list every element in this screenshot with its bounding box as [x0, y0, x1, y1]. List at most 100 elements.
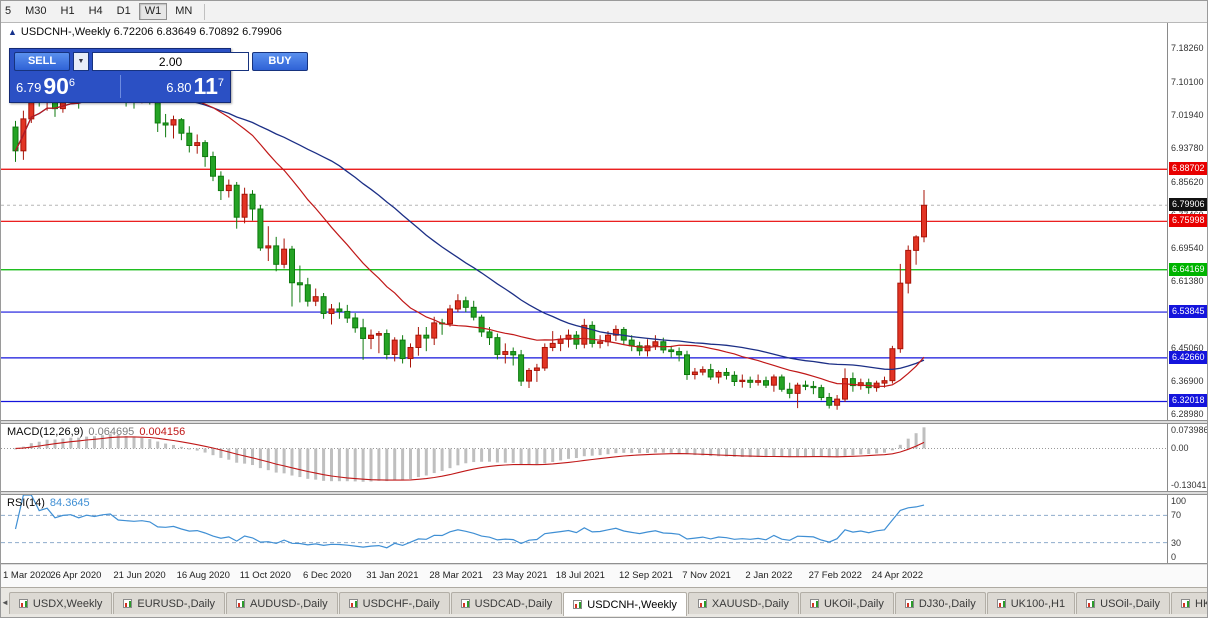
date-label: 7 Nov 2021: [682, 570, 731, 581]
macd-pane[interactable]: MACD(12,26,9) 0.064695 0.004156: [1, 424, 1167, 491]
axis-tick: 7.10100: [1171, 76, 1204, 87]
chart-tab-ukoil[interactable]: UKOil-,Daily: [799, 592, 894, 614]
tab-label: EURUSD-,Daily: [137, 597, 216, 610]
chart-tab-xauusd[interactable]: XAUUSD-,Daily: [687, 592, 799, 614]
tab-label: AUDUSD-,Daily: [250, 597, 328, 610]
chart-icon: [697, 599, 707, 608]
main-chart-pane[interactable]: ▲ USDCNH-,Weekly 6.72206 6.83649 6.70892 …: [1, 23, 1167, 420]
rsi-pane[interactable]: RSI(14) 84.3645: [1, 495, 1167, 563]
tab-label: USDCHF-,Daily: [362, 597, 440, 610]
macd-signal-value: 0.004156: [139, 426, 186, 438]
chart-ohlc-values: 6.72206 6.83649 6.70892 6.79906: [113, 26, 282, 38]
tab-label: USDCNH-,Weekly: [587, 598, 677, 611]
axis-tick: 0.00: [1171, 443, 1189, 454]
chart-tab-usoil[interactable]: USOil-,Daily: [1076, 592, 1171, 614]
chart-tab-bar: ◄ USDX,Weekly EURUSD-,Daily AUDUSD-,Dail…: [1, 587, 1207, 617]
sell-price-pip: 6: [68, 77, 76, 89]
pane-border: [1, 563, 1207, 565]
chart-icon: [904, 599, 914, 608]
axis-tick: 7.18260: [1171, 43, 1204, 54]
axis-tick: -0.13041: [1171, 480, 1207, 490]
axis-tick: 6.36900: [1171, 376, 1204, 387]
date-label: 28 Mar 2021: [429, 570, 483, 581]
price-badge: 6.53845: [1169, 305, 1207, 319]
chart-icon: [809, 599, 819, 608]
chart-tab-eurusd[interactable]: EURUSD-,Daily: [113, 592, 226, 614]
one-click-panel-toggle-icon[interactable]: ▲: [8, 27, 17, 37]
chart-tab-usdchf[interactable]: USDCHF-,Daily: [338, 592, 450, 614]
chart-icon: [123, 599, 133, 608]
tab-scroll-left-icon[interactable]: ◄: [1, 598, 9, 607]
axis-tick: 6.69540: [1171, 242, 1204, 253]
axis-tick: 0.073986: [1171, 425, 1208, 435]
date-label: 11 Oct 2020: [239, 570, 291, 581]
chart-icon: [996, 599, 1006, 608]
buy-price-small: 6.80: [166, 80, 192, 95]
timeframe-button-h4[interactable]: H4: [83, 3, 109, 20]
chart-tab-dj30[interactable]: DJ30-,Daily: [894, 592, 986, 614]
chart-tab-usdx[interactable]: USDX,Weekly: [8, 592, 113, 614]
macd-canvas[interactable]: [1, 424, 1167, 491]
axis-tick: 70: [1171, 510, 1182, 521]
pane-splitter[interactable]: [1, 491, 1207, 495]
chart-tab-audusd[interactable]: AUDUSD-,Daily: [226, 592, 338, 614]
axis-tick: 6.61380: [1171, 276, 1204, 287]
sell-price-big: 90: [43, 73, 69, 99]
price-badge: 6.79906: [1169, 198, 1207, 212]
timeframe-button-h1[interactable]: H1: [55, 3, 81, 20]
timeframe-button-m30[interactable]: M30: [19, 3, 52, 20]
chart-tab-usdcad[interactable]: USDCAD-,Daily: [450, 592, 563, 614]
buy-price-display[interactable]: 6.80 11 7: [127, 73, 224, 99]
pane-splitter[interactable]: [1, 420, 1207, 424]
chart-tab-uk100[interactable]: UK100-,H1: [986, 592, 1076, 614]
axis-tick: 7.01940: [1171, 110, 1204, 121]
chart-icon: [460, 599, 470, 608]
date-label: 31 Jan 2021: [366, 570, 419, 581]
sell-price-display[interactable]: 6.79 90 6: [16, 75, 114, 98]
date-label: 6 Dec 2020: [303, 570, 352, 581]
chart-icon: [236, 599, 246, 608]
timeframe-button-mn[interactable]: MN: [169, 3, 198, 20]
date-label: 1 Mar 2020: [3, 570, 52, 581]
axis-tick: 30: [1171, 537, 1182, 548]
date-label: 27 Feb 2022: [808, 570, 862, 581]
tab-label: UKOil-,Daily: [823, 597, 884, 610]
buy-price-big: 11: [193, 73, 218, 99]
chart-icon: [1181, 599, 1191, 608]
axis-tick: 6.28980: [1171, 408, 1204, 419]
macd-axis[interactable]: 0.073986 0.00 -0.13041: [1167, 424, 1208, 491]
macd-title: MACD(12,26,9): [7, 426, 84, 438]
price-badge: 6.75998: [1169, 214, 1207, 228]
one-click-trading-panel: SELL ▼ BUY 6.79 90 6 6.80 11 7: [9, 48, 308, 103]
tab-label: USOil-,Daily: [1100, 597, 1161, 610]
chart-icon: [1086, 599, 1096, 608]
chart-header: ▲ USDCNH-,Weekly 6.72206 6.83649 6.70892 …: [8, 26, 282, 38]
date-label: 21 Jun 2020: [113, 570, 166, 581]
tab-label: USDX,Weekly: [32, 597, 103, 610]
sell-price-small: 6.79: [16, 80, 42, 95]
volume-input[interactable]: [92, 52, 249, 71]
axis-tick: 6.85620: [1171, 176, 1204, 187]
timeframe-button-m15[interactable]: 5: [1, 3, 17, 20]
time-axis[interactable]: 1 Mar 2020 26 Apr 2020 21 Jun 2020 16 Aug 2…: [1, 565, 1207, 587]
date-label: 23 May 2021: [492, 570, 548, 581]
buy-button[interactable]: BUY: [252, 52, 308, 71]
date-label: 24 Apr 2022: [871, 570, 924, 581]
sell-button[interactable]: SELL: [14, 52, 70, 71]
date-label: 12 Sep 2021: [619, 570, 673, 581]
volume-dropdown-icon[interactable]: ▼: [73, 52, 89, 71]
macd-main-value: 0.064695: [88, 426, 135, 438]
date-label: 2 Jan 2022: [745, 570, 793, 581]
tab-label: USDCAD-,Daily: [474, 597, 553, 610]
timeframe-button-w1[interactable]: W1: [138, 3, 168, 20]
timeframe-button-d1[interactable]: D1: [111, 3, 137, 20]
tab-label: HK50-,H4: [1195, 597, 1207, 610]
chart-symbol-label: USDCNH-,Weekly: [20, 26, 111, 38]
toolbar-separator: [204, 3, 206, 20]
rsi-axis[interactable]: 100 70 30 0: [1167, 495, 1207, 563]
rsi-canvas[interactable]: [1, 495, 1167, 563]
price-axis[interactable]: 7.182607.101007.019406.937806.856206.774…: [1167, 23, 1207, 420]
chart-tab-hk50[interactable]: HK50-,H4: [1171, 592, 1207, 614]
chart-tab-usdcnh-active[interactable]: USDCNH-,Weekly: [563, 592, 687, 616]
axis-tick: 0: [1171, 552, 1177, 562]
